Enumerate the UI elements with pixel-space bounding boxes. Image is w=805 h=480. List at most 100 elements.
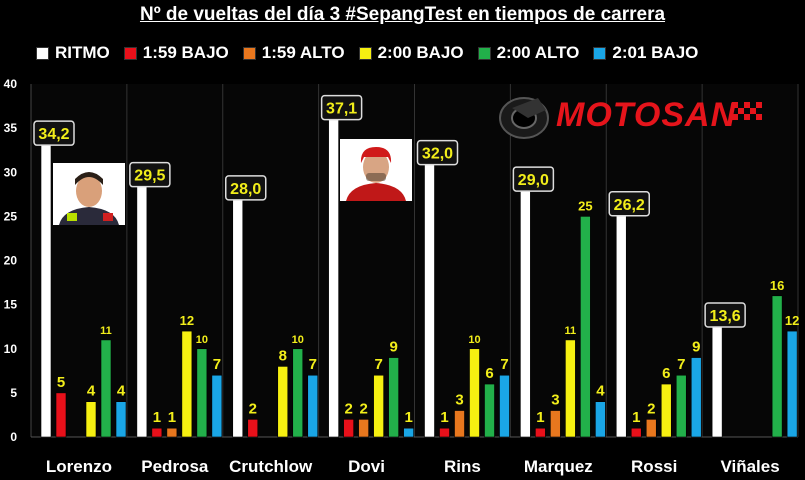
bar-data-label: 2: [344, 400, 352, 417]
bar-2-01-bajo: [595, 401, 606, 438]
bar-2-01-bajo: [403, 427, 414, 438]
lorenzo-photo: [53, 163, 125, 225]
bar-data-label: 6: [485, 365, 493, 382]
legend-item: 2:00 BAJO: [358, 43, 464, 63]
legend-item: RITMO: [36, 43, 110, 63]
dovi-photo: [340, 139, 412, 201]
legend-swatch: [36, 46, 49, 60]
bar-data-label: 1: [168, 409, 176, 426]
bar-2-00-alto: [292, 348, 304, 438]
ritmo-data-label: 29,5: [134, 168, 165, 185]
bar-data-label: 9: [389, 339, 397, 356]
bar-2-01-bajo: [690, 357, 702, 438]
legend-label: RITMO: [55, 43, 110, 62]
y-tick-label: 15: [4, 298, 18, 312]
ritmo-data-label: 32,0: [422, 146, 453, 163]
bar-data-label: 3: [455, 392, 463, 409]
bar-2-00-bajo: [277, 366, 289, 438]
bar-2-00-bajo: [373, 374, 384, 438]
bar-2-00-bajo: [660, 383, 672, 438]
bar-1-59-alto: [550, 410, 561, 438]
bar-ritmo: [615, 205, 627, 438]
bar-data-label: 2: [359, 400, 367, 417]
bar-2-00-bajo: [565, 339, 576, 438]
legend: RITMO 1:59 BAJO 1:59 ALTO 2:00 BAJO 2:00 ALT…: [36, 42, 698, 64]
bar-2-01-bajo: [211, 374, 223, 438]
bar-data-label: 3: [551, 392, 559, 409]
bar-2-00-alto: [484, 383, 495, 438]
bar-data-label: 7: [374, 356, 382, 373]
y-tick-label: 5: [10, 386, 17, 400]
bar-2-00-bajo: [469, 348, 480, 438]
bar-data-label: 7: [309, 356, 317, 373]
y-tick-label: 40: [4, 77, 18, 91]
bar-ritmo: [328, 109, 339, 438]
bar-1-59-bajo: [343, 419, 354, 438]
bar-2-00-alto: [100, 339, 112, 438]
legend-swatch: [358, 46, 372, 60]
bar-data-label: 2: [249, 400, 257, 417]
ritmo-data-label: 13,6: [710, 308, 741, 325]
y-tick-label: 35: [4, 121, 18, 135]
category-label: Crutchlow: [229, 457, 313, 476]
category-label: Rins: [444, 457, 481, 476]
bar-data-label: 5: [57, 374, 65, 391]
category-label: Marquez: [524, 457, 593, 476]
bar-data-label: 12: [785, 313, 799, 328]
legend-label: 1:59 BAJO: [142, 43, 229, 62]
bar-1-59-bajo: [55, 392, 67, 438]
bar-1-59-alto: [454, 410, 465, 438]
ritmo-label-box: [320, 94, 363, 121]
bar-ritmo: [711, 316, 723, 438]
bar-1-59-alto: [166, 427, 178, 438]
bar-1-59-alto: [358, 419, 369, 438]
legend-item: 2:01 BAJO: [593, 43, 698, 63]
category-label: Rossi: [631, 457, 677, 476]
ritmo-label-box: [129, 161, 171, 188]
ritmo-data-label: 34,2: [38, 126, 69, 143]
bar-data-label: 7: [213, 356, 221, 373]
bar-data-label: 25: [578, 198, 592, 213]
bar-ritmo: [136, 176, 148, 438]
bar-ritmo: [232, 189, 244, 438]
y-tick-label: 20: [4, 254, 18, 268]
bar-1-59-bajo: [630, 427, 642, 438]
legend-swatch: [123, 46, 137, 60]
ritmo-label-box: [704, 302, 746, 328]
bar-2-01-bajo: [307, 374, 319, 438]
bar-2-00-alto: [196, 348, 208, 438]
bar-1-59-bajo: [535, 427, 546, 438]
ritmo-data-label: 28,0: [230, 181, 261, 198]
bar-1-59-bajo: [247, 419, 259, 438]
ritmo-label-box: [416, 139, 459, 166]
bar-data-label: 11: [565, 325, 577, 337]
bar-data-label: 2: [647, 400, 655, 417]
bar-ritmo: [40, 134, 52, 438]
bar-data-label: 11: [100, 325, 112, 337]
bar-1-59-bajo: [151, 427, 163, 438]
bar-data-label: 8: [279, 347, 287, 364]
legend-item: 2:00 ALTO: [477, 43, 579, 63]
ritmo-label-box: [225, 175, 267, 201]
ritmo-label-box: [512, 166, 555, 192]
category-label: Viñales: [720, 457, 779, 476]
bar-data-label: 7: [677, 356, 685, 373]
legend-label: 2:01 BAJO: [612, 43, 699, 62]
legend-label: 1:59 ALTO: [261, 43, 345, 62]
y-tick-label: 30: [4, 165, 18, 179]
ritmo-data-label: 29,0: [518, 172, 549, 189]
bar-data-label: 4: [87, 383, 96, 400]
y-tick-label: 0: [10, 430, 17, 444]
bar-data-label: 10: [292, 334, 304, 346]
bar-1-59-alto: [645, 419, 657, 438]
legend-swatch: [477, 46, 491, 60]
bar-2-00-bajo: [181, 330, 193, 438]
ritmo-data-label: 26,2: [614, 197, 645, 214]
category-label: Pedrosa: [141, 457, 209, 476]
motosan-logo: MOTOSAN: [498, 88, 770, 140]
bar-data-label: 7: [500, 356, 508, 373]
bar-data-label: 1: [153, 409, 161, 426]
bar-data-label: 4: [117, 383, 126, 400]
ritmo-label-box: [33, 120, 75, 146]
